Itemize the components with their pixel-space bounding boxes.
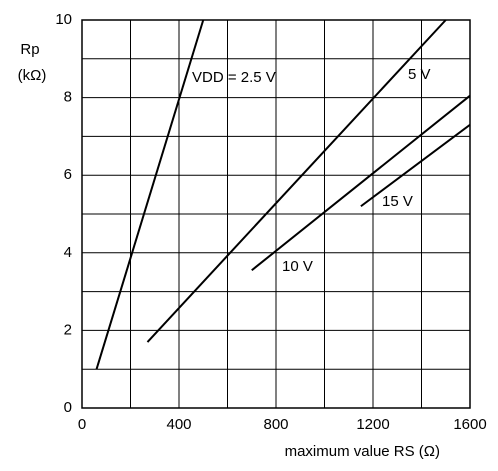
x-tick-label: 1600 xyxy=(453,416,486,433)
y-axis-label: Rp xyxy=(20,41,39,58)
y-tick-label: 2 xyxy=(64,321,72,338)
series-line xyxy=(251,94,471,272)
x-axis-label: maximum value RS (Ω) xyxy=(285,443,440,460)
y-tick-label: 10 xyxy=(55,11,72,28)
y-tick-label: 0 xyxy=(64,399,72,416)
x-tick-label: 0 xyxy=(78,416,86,433)
series-label: 5 V xyxy=(408,66,431,83)
y-tick-label: 6 xyxy=(64,166,72,183)
series-label: 15 V xyxy=(382,193,413,210)
y-tick-label: 8 xyxy=(64,89,72,106)
series-label: VDD = 2.5 V xyxy=(192,69,276,86)
series-line xyxy=(360,123,471,208)
plot-frame xyxy=(81,19,471,409)
series-label: 10 V xyxy=(282,258,313,275)
x-tick-label: 400 xyxy=(166,416,191,433)
x-tick-label: 800 xyxy=(263,416,288,433)
y-axis-unit: (kΩ) xyxy=(18,67,47,84)
series-line xyxy=(95,19,205,370)
y-tick-label: 4 xyxy=(64,244,72,261)
x-tick-label: 1200 xyxy=(356,416,389,433)
series-line xyxy=(146,19,447,343)
